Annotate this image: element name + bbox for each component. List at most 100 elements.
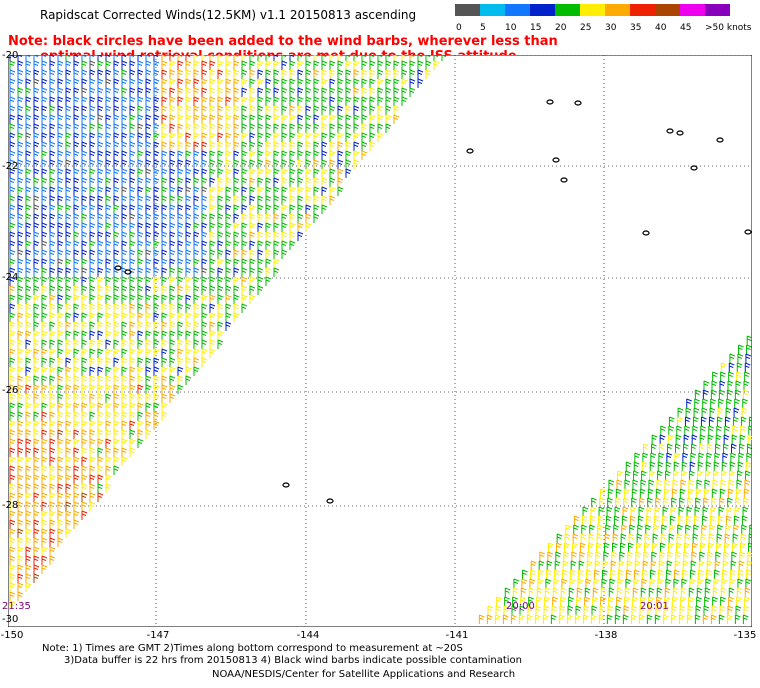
wind-barb <box>217 105 224 115</box>
wind-barb <box>618 560 625 570</box>
wind-barb <box>289 150 296 160</box>
wind-barb <box>565 524 571 534</box>
wind-barb <box>129 87 136 97</box>
wind-barb <box>289 204 296 214</box>
wind-barb <box>607 497 613 507</box>
wind-barb <box>25 132 32 142</box>
wind-barb <box>353 55 359 61</box>
wind-barb <box>65 357 72 367</box>
wind-barb <box>201 60 208 70</box>
wind-barb <box>113 114 120 124</box>
wind-barb <box>209 330 216 340</box>
wind-barb <box>297 132 304 142</box>
wind-barb <box>521 578 528 588</box>
wind-barb <box>257 168 264 178</box>
wind-barb <box>638 506 645 516</box>
wind-barb <box>49 420 56 430</box>
wind-barb <box>512 587 519 597</box>
wind-barb <box>33 87 40 97</box>
wind-barb <box>169 60 176 70</box>
wind-barb <box>337 60 344 70</box>
wind-barb <box>297 186 304 196</box>
wind-barb <box>265 168 272 178</box>
wind-barb <box>699 542 706 552</box>
wind-barb <box>17 438 24 448</box>
wind-barb <box>305 96 312 106</box>
wind-barb <box>97 384 104 394</box>
wind-barb <box>17 465 24 475</box>
wind-barb <box>145 348 152 358</box>
wind-barb <box>385 123 392 133</box>
wind-barb <box>137 267 144 277</box>
wind-barb <box>57 519 64 529</box>
wind-barb <box>700 416 707 426</box>
wind-barb <box>305 132 312 142</box>
wind-barb <box>573 524 579 534</box>
wind-barb <box>337 87 344 97</box>
wind-barb <box>665 578 672 588</box>
wind-barb <box>699 443 705 453</box>
wind-barb <box>153 105 160 115</box>
wind-barb <box>597 515 604 525</box>
wind-barb <box>615 488 622 498</box>
wind-barb <box>209 159 216 169</box>
wind-barb <box>49 312 56 322</box>
wind-barb <box>595 551 602 561</box>
wind-barb <box>675 542 682 552</box>
wind-barb <box>692 533 699 543</box>
wind-barb <box>9 96 16 106</box>
wind-barb <box>17 474 24 484</box>
wind-barb <box>297 78 304 88</box>
wind-barb <box>641 461 648 471</box>
wind-barb <box>401 87 408 97</box>
wind-barb <box>153 204 160 214</box>
wind-barb <box>137 375 144 385</box>
wind-barb <box>145 195 152 205</box>
wind-barb <box>97 348 104 358</box>
wind-barb <box>185 321 192 331</box>
wind-barb <box>686 614 693 624</box>
wind-barb <box>273 186 280 196</box>
wind-barb <box>89 222 96 232</box>
wind-barb <box>9 465 16 475</box>
wind-barb <box>233 96 240 106</box>
wind-barb <box>49 555 56 565</box>
wind-barb <box>297 114 304 124</box>
wind-barb <box>225 213 232 223</box>
wind-barb <box>608 596 614 606</box>
wind-barb <box>89 420 96 430</box>
wind-barb <box>25 123 32 133</box>
wind-barb <box>305 213 312 223</box>
wind-barb <box>217 55 223 61</box>
wind-barb <box>201 177 208 187</box>
wind-barb <box>649 578 656 588</box>
wind-barb <box>666 560 673 570</box>
wind-barb <box>729 470 735 480</box>
wind-barb <box>153 258 160 268</box>
wind-barb <box>129 177 136 187</box>
wind-barb <box>25 276 32 286</box>
wind-barb <box>177 348 184 358</box>
wind-barb <box>621 524 627 534</box>
wind-barb <box>65 393 72 403</box>
wind-barb <box>33 402 40 412</box>
wind-barb <box>121 339 128 349</box>
wind-barb <box>105 78 112 88</box>
wind-barb <box>113 375 120 385</box>
wind-barb <box>65 303 72 313</box>
wind-barb <box>161 411 168 421</box>
wind-barb <box>661 524 667 534</box>
wind-barb <box>137 114 144 124</box>
wind-barb <box>185 249 192 259</box>
wind-barb <box>41 537 48 547</box>
wind-barb <box>209 168 216 178</box>
wind-barb <box>233 276 240 286</box>
wind-barb <box>161 294 168 304</box>
wind-barb <box>161 132 168 142</box>
time-label: 20:00 <box>506 601 535 612</box>
wind-barb <box>518 614 525 624</box>
wind-barb <box>17 114 24 124</box>
wind-barb <box>249 159 256 169</box>
wind-barb <box>578 569 584 579</box>
wind-barb <box>623 497 629 507</box>
